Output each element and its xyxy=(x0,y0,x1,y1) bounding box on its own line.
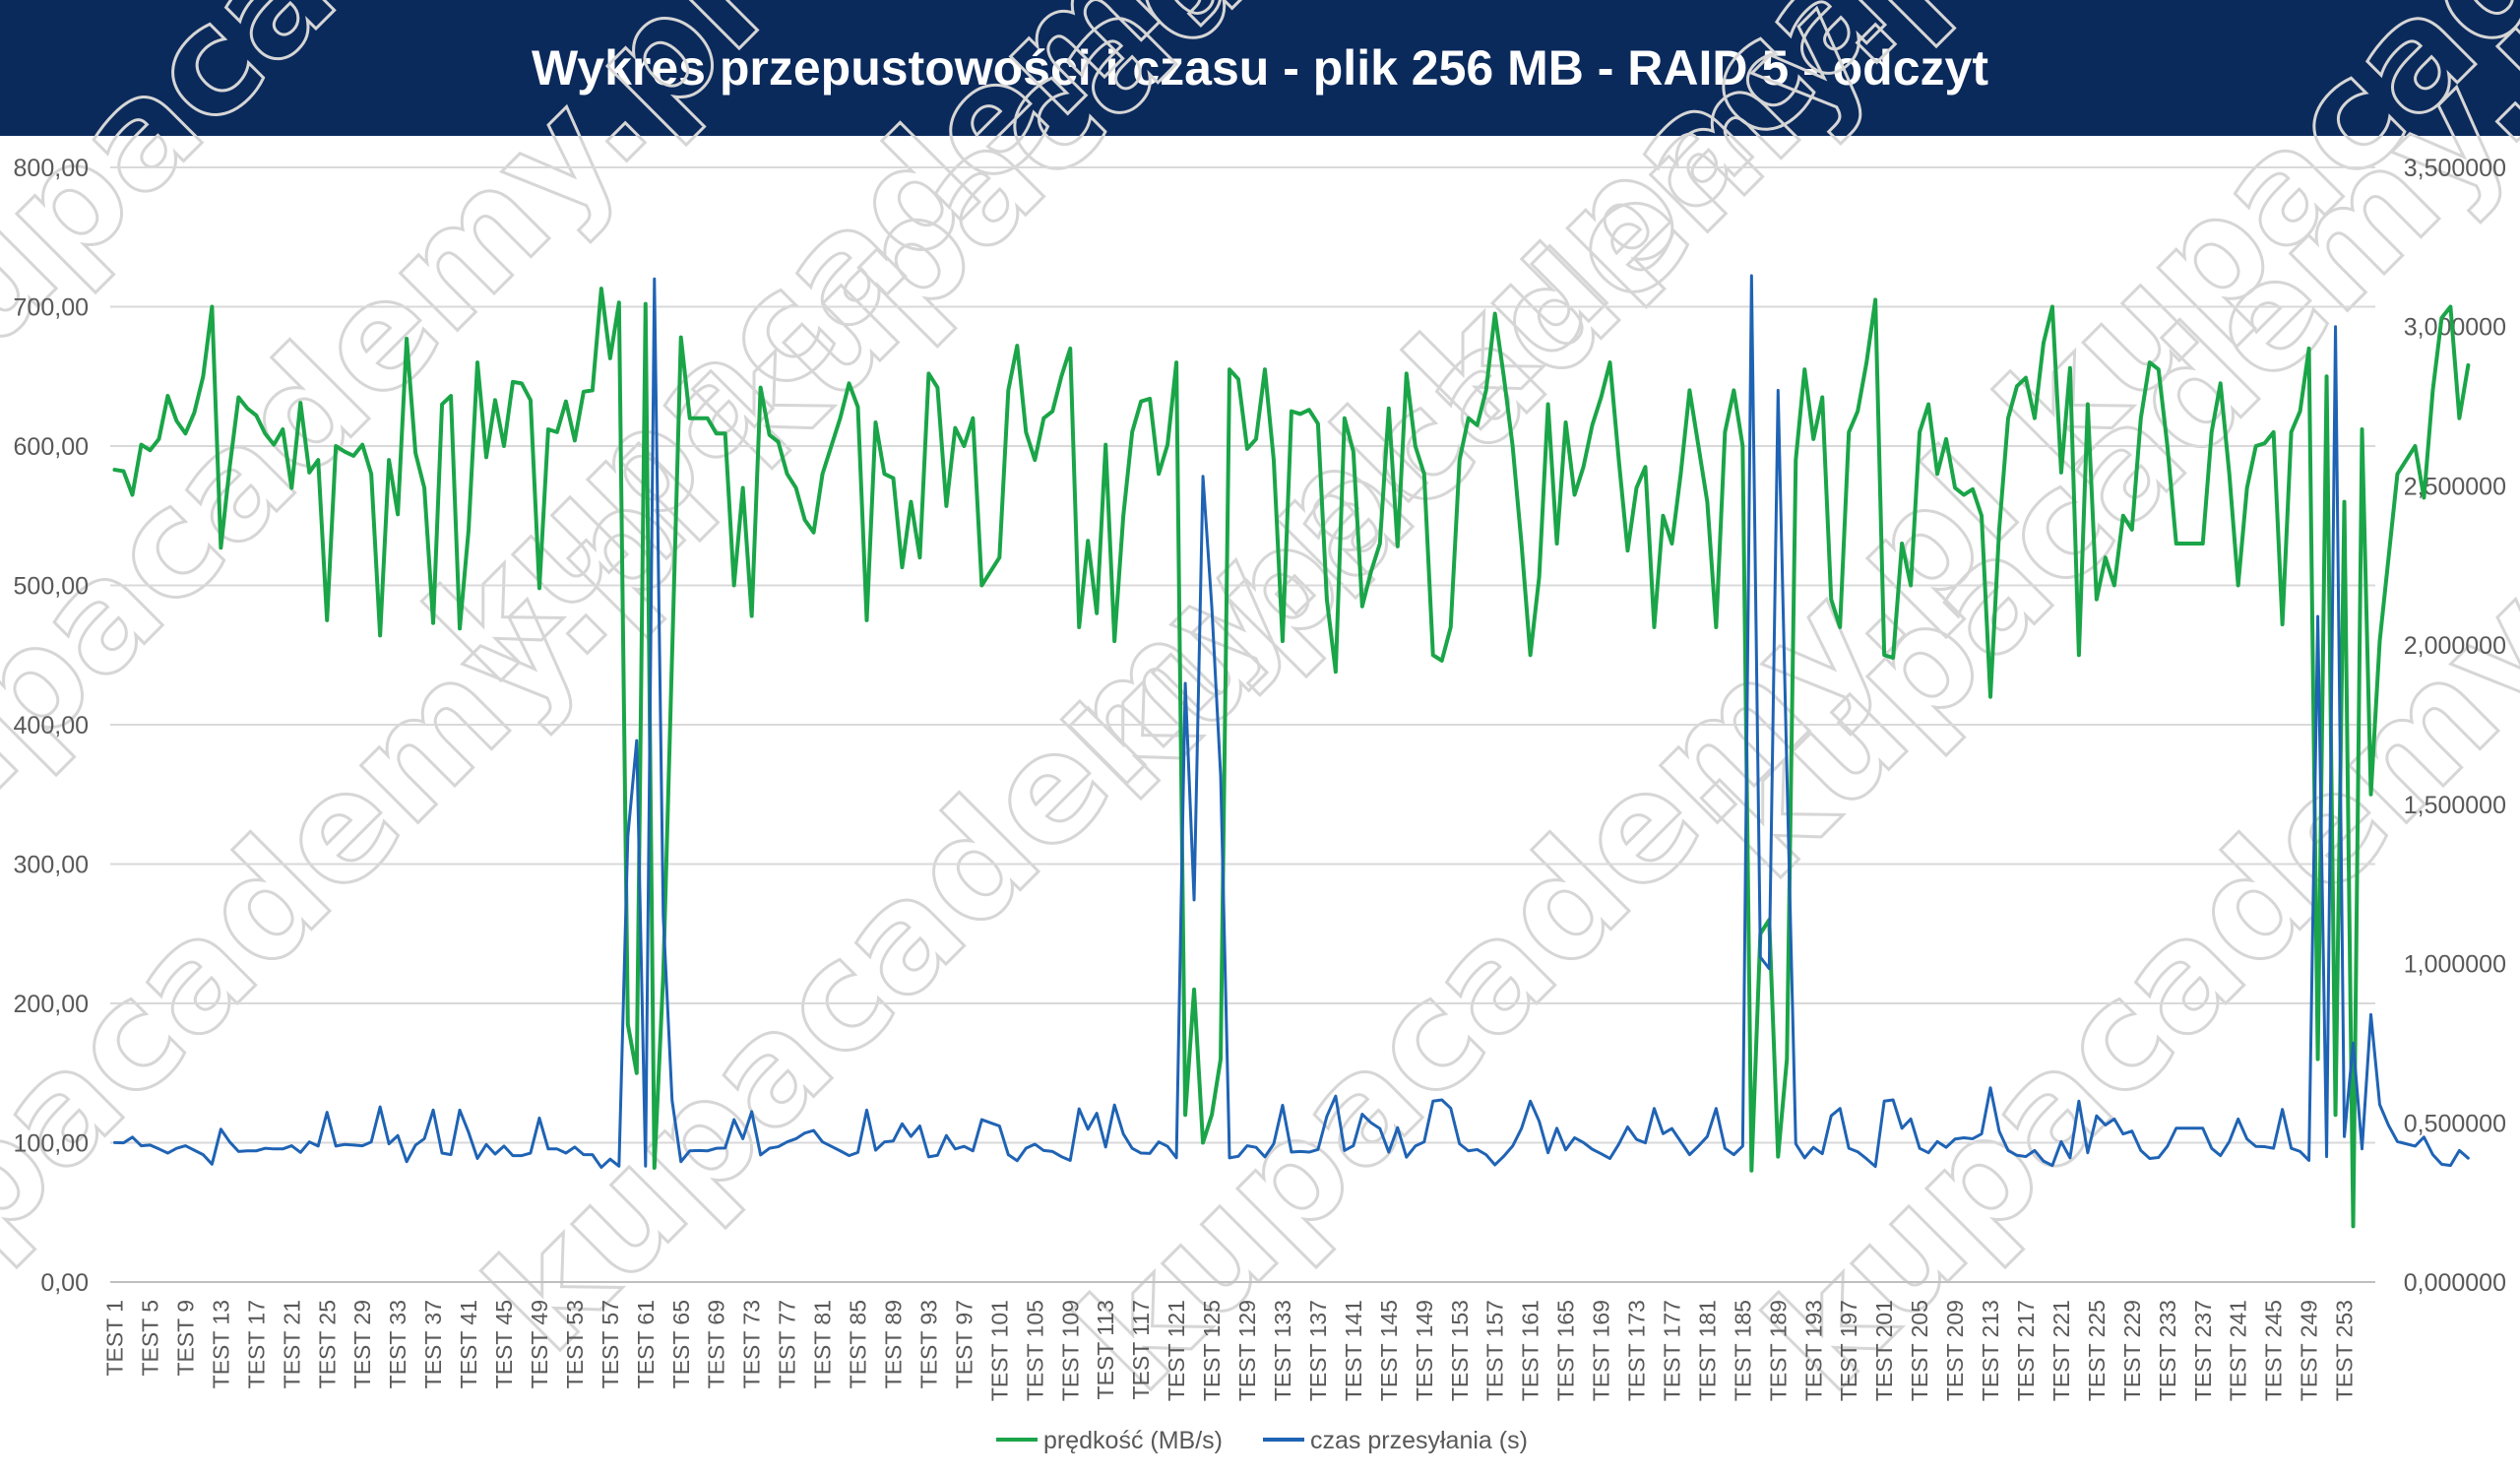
y-left-tick-label: 300,00 xyxy=(14,852,89,879)
y-left-tick-label: 0,00 xyxy=(40,1269,89,1297)
x-tick-label: TEST 57 xyxy=(598,1300,623,1388)
x-tick-label: TEST 121 xyxy=(1164,1300,1189,1401)
x-tick-label: TEST 25 xyxy=(314,1300,340,1388)
x-tick-label: TEST 181 xyxy=(1694,1300,1720,1401)
y-left-tick-label: 100,00 xyxy=(14,1130,89,1158)
x-tick-label: TEST 161 xyxy=(1518,1300,1544,1401)
x-tick-label: TEST 73 xyxy=(739,1300,765,1388)
x-tick-label: TEST 21 xyxy=(279,1300,304,1388)
x-tick-label: TEST 109 xyxy=(1057,1300,1083,1401)
x-tick-label: TEST 185 xyxy=(1730,1300,1755,1401)
x-tick-label: TEST 93 xyxy=(915,1300,941,1388)
x-tick-label: TEST 1 xyxy=(102,1300,128,1377)
x-tick-label: TEST 241 xyxy=(2226,1300,2251,1401)
chart-title-bar: Wykres przepustowości i czasu - plik 256… xyxy=(0,0,2520,136)
x-tick-label: TEST 221 xyxy=(2048,1300,2074,1401)
x-tick-label: TEST 253 xyxy=(2332,1300,2358,1401)
x-tick-label: TEST 133 xyxy=(1270,1300,1295,1401)
x-tick-label: TEST 85 xyxy=(846,1300,871,1388)
chart-title: Wykres przepustowości i czasu - plik 256… xyxy=(531,40,1988,96)
x-tick-label: TEST 149 xyxy=(1412,1300,1437,1401)
x-tick-label: TEST 145 xyxy=(1376,1300,1402,1401)
x-tick-label: TEST 105 xyxy=(1022,1300,1047,1401)
x-tick-label: TEST 249 xyxy=(2297,1300,2322,1401)
x-tick-label: TEST 177 xyxy=(1659,1300,1684,1401)
y-left-tick-label: 200,00 xyxy=(14,991,89,1018)
series-line-time xyxy=(112,274,2470,1170)
y-left-tick-label: 600,00 xyxy=(14,433,89,461)
y-right-tick-label: 2,000000 xyxy=(2404,632,2506,660)
x-tick-label: TEST 237 xyxy=(2190,1300,2216,1401)
x-tick-label: TEST 53 xyxy=(562,1300,588,1388)
x-tick-label: TEST 245 xyxy=(2261,1300,2287,1401)
x-tick-label: TEST 209 xyxy=(1942,1300,1968,1401)
x-tick-label: TEST 5 xyxy=(137,1300,162,1377)
x-axis: TEST 1 TEST 5 TEST 9 TEST 13 TEST 17 TEST 21 T… xyxy=(102,1300,2358,1401)
x-tick-label: TEST 197 xyxy=(1836,1300,1861,1401)
x-tick-label: TEST 173 xyxy=(1624,1300,1650,1401)
y-axis-left: 0,00 100,00 200,00 300,00 400,00 500,00 600,00… xyxy=(14,155,89,1297)
x-tick-label: TEST 49 xyxy=(527,1300,552,1388)
x-tick-label: TEST 153 xyxy=(1447,1300,1473,1401)
legend: prędkość (MB/s) czas przesyłania (s) xyxy=(996,1427,1528,1454)
y-right-tick-label: 3,500000 xyxy=(2404,155,2506,182)
y-right-tick-label: 0,500000 xyxy=(2404,1110,2506,1137)
y-right-tick-label: 1,000000 xyxy=(2404,951,2506,979)
x-tick-label: TEST 189 xyxy=(1765,1300,1791,1401)
y-right-tick-label: 0,000000 xyxy=(2404,1269,2506,1297)
y-left-tick-label: 800,00 xyxy=(14,155,89,182)
x-tick-label: TEST 29 xyxy=(349,1300,375,1388)
legend-item-time-label: czas przesyłania (s) xyxy=(1310,1427,1528,1454)
x-tick-label: TEST 61 xyxy=(633,1300,659,1388)
x-tick-label: TEST 89 xyxy=(881,1300,907,1388)
y-left-tick-label: 400,00 xyxy=(14,712,89,739)
x-tick-label: TEST 233 xyxy=(2155,1300,2180,1401)
x-tick-label: TEST 69 xyxy=(704,1300,729,1388)
x-tick-label: TEST 13 xyxy=(208,1300,233,1388)
x-tick-label: TEST 137 xyxy=(1305,1300,1331,1401)
x-tick-label: TEST 165 xyxy=(1553,1300,1579,1401)
x-tick-label: TEST 81 xyxy=(810,1300,836,1388)
x-tick-label: TEST 217 xyxy=(2013,1300,2039,1401)
watermark: kupacademy.pl kupacademy.pl kupacademy.pl… xyxy=(0,0,2520,1425)
x-tick-label: TEST 37 xyxy=(420,1300,446,1388)
series xyxy=(112,274,2471,1229)
x-tick-label: TEST 125 xyxy=(1199,1300,1225,1401)
series-line-speed xyxy=(112,287,2471,1229)
x-tick-label: TEST 157 xyxy=(1482,1300,1508,1401)
x-tick-label: TEST 9 xyxy=(172,1300,198,1377)
x-tick-label: TEST 193 xyxy=(1800,1300,1826,1401)
legend-item-speed-label: prędkość (MB/s) xyxy=(1043,1427,1223,1454)
x-tick-label: TEST 201 xyxy=(1871,1300,1897,1401)
x-tick-label: TEST 45 xyxy=(491,1300,517,1388)
y-left-tick-label: 500,00 xyxy=(14,573,89,601)
x-tick-label: TEST 141 xyxy=(1341,1300,1366,1401)
y-left-tick-label: 700,00 xyxy=(14,294,89,322)
x-tick-label: TEST 101 xyxy=(986,1300,1012,1401)
x-tick-label: TEST 113 xyxy=(1093,1300,1118,1399)
y-right-tick-label: 1,500000 xyxy=(2404,792,2506,819)
x-tick-label: TEST 97 xyxy=(951,1300,976,1388)
x-tick-label: TEST 41 xyxy=(456,1300,481,1388)
x-tick-label: TEST 17 xyxy=(243,1300,269,1388)
x-tick-label: TEST 129 xyxy=(1234,1300,1260,1401)
x-tick-label: TEST 225 xyxy=(2084,1300,2110,1401)
x-tick-label: TEST 77 xyxy=(775,1300,800,1388)
y-right-tick-label: 3,000000 xyxy=(2404,314,2506,342)
x-tick-label: TEST 33 xyxy=(385,1300,410,1388)
x-tick-label: TEST 213 xyxy=(1978,1300,2003,1401)
x-tick-label: TEST 117 xyxy=(1128,1300,1154,1399)
x-tick-label: TEST 65 xyxy=(668,1300,694,1388)
x-tick-label: TEST 205 xyxy=(1907,1300,1932,1401)
x-tick-label: TEST 169 xyxy=(1589,1300,1614,1401)
x-tick-label: TEST 229 xyxy=(2119,1300,2145,1401)
